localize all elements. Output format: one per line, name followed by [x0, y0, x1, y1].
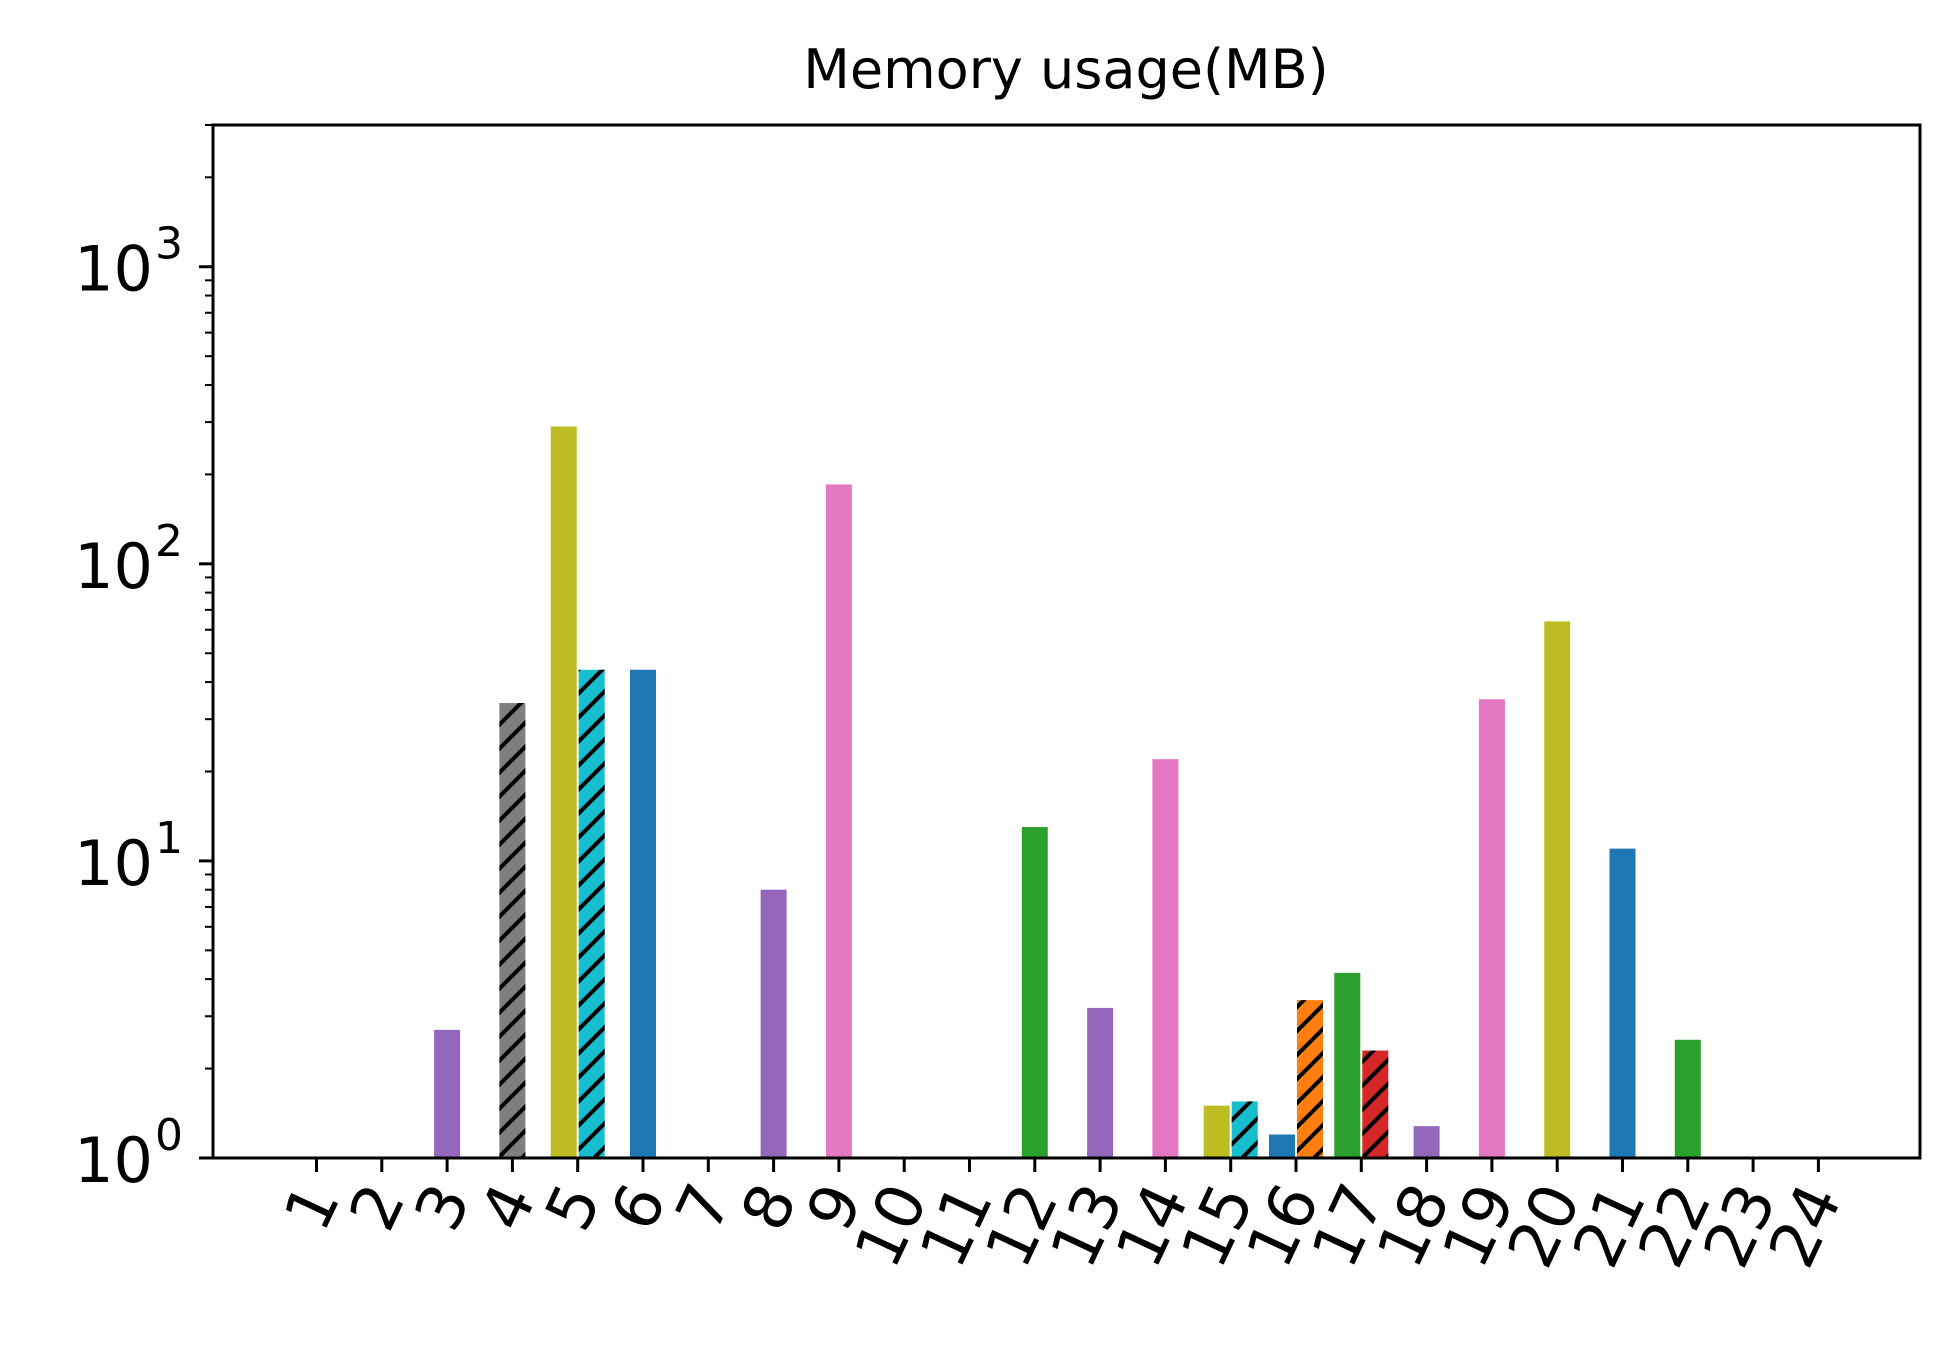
y-tick-exp-2: 2	[155, 516, 183, 567]
bar-8-1	[760, 889, 787, 1158]
bar-21-1	[1609, 848, 1636, 1158]
bar-hatch-16-2	[1297, 1000, 1323, 1158]
y-tick-exp-3: 3	[155, 219, 183, 270]
bar-hatch-4-1	[499, 703, 526, 1158]
bar-20-1	[1544, 621, 1571, 1158]
bar-15-1	[1203, 1105, 1230, 1158]
y-tick-exp-1: 1	[155, 813, 183, 864]
bar-hatch-15-2	[1231, 1101, 1258, 1158]
y-tick-label-3: 10	[74, 233, 153, 306]
bar-13-1	[1087, 1007, 1114, 1158]
bar-18-1	[1413, 1126, 1440, 1158]
bar-17-1	[1334, 972, 1361, 1158]
bar-hatch-17-2	[1362, 1050, 1389, 1158]
bar-22-1	[1674, 1039, 1701, 1158]
bar-14-1	[1152, 759, 1179, 1158]
bar-hatch-5-2	[578, 669, 605, 1158]
bar-16-1	[1269, 1134, 1295, 1158]
y-tick-exp-0: 0	[155, 1110, 183, 1161]
bar-19-1	[1478, 699, 1505, 1158]
x-tick-label-24: 24	[1755, 1173, 1856, 1278]
bar-5-1	[550, 426, 577, 1159]
y-tick-label-2: 10	[74, 530, 153, 603]
y-tick-label-0: 10	[74, 1124, 153, 1197]
bar-3-1	[434, 1029, 461, 1158]
bars-layer	[434, 426, 1701, 1159]
chart-title: Memory usage(MB)	[803, 38, 1329, 101]
y-tick-label-1: 10	[74, 827, 153, 900]
bar-12-1	[1021, 827, 1048, 1158]
bar-6-1	[630, 669, 656, 1158]
bar-9-1	[825, 484, 852, 1159]
plot-frame	[211, 123, 1922, 1160]
